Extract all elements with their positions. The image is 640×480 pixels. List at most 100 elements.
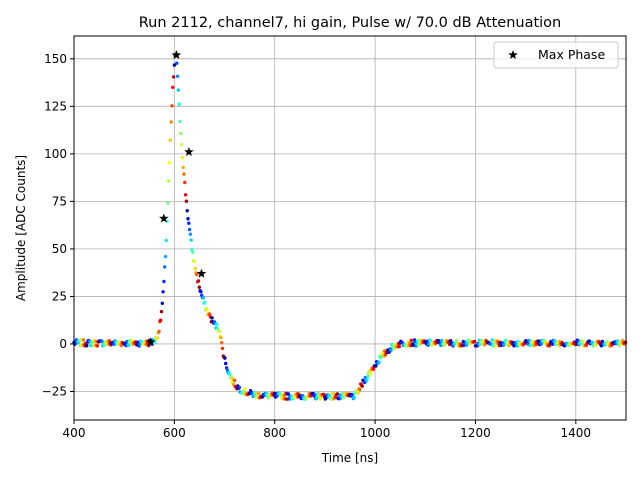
data-point <box>215 322 219 327</box>
data-point <box>195 272 199 277</box>
data-point <box>334 395 338 399</box>
data-point <box>163 265 167 269</box>
chart-title: Run 2112, channel7, hi gain, Pulse w/ 70… <box>139 15 562 31</box>
data-point <box>188 232 193 236</box>
data-point <box>201 296 205 300</box>
data-point <box>191 250 195 255</box>
data-point <box>119 343 124 348</box>
data-point <box>164 238 168 243</box>
data-point <box>190 248 194 252</box>
data-point <box>237 385 242 390</box>
data-point <box>189 238 193 242</box>
data-point <box>257 391 261 396</box>
data-point <box>157 329 161 333</box>
data-point <box>203 300 207 304</box>
data-point <box>550 342 555 346</box>
x-tick-label: 400 <box>63 426 86 440</box>
y-tick-label: 100 <box>44 147 67 161</box>
data-point <box>85 343 89 348</box>
data-point <box>507 343 511 348</box>
data-point <box>172 63 177 67</box>
data-point <box>512 344 516 348</box>
max-phase-star <box>146 337 156 347</box>
data-point <box>187 227 192 232</box>
data-point <box>368 372 372 376</box>
legend-star-marker <box>508 50 518 59</box>
data-point <box>286 392 291 396</box>
x-tick-label: 1400 <box>561 426 592 440</box>
data-point <box>360 384 364 388</box>
data-point <box>365 377 369 382</box>
data-point <box>531 340 535 344</box>
x-axis-label: Time [ns] <box>321 451 378 465</box>
data-point <box>219 336 223 340</box>
data-point <box>356 391 360 395</box>
y-tick-label: 150 <box>44 52 67 66</box>
data-point <box>342 396 346 400</box>
data-point <box>196 279 201 283</box>
data-point <box>100 339 104 344</box>
data-point <box>331 391 335 396</box>
data-point <box>178 119 182 124</box>
data-point <box>440 338 444 343</box>
data-point <box>455 338 459 342</box>
max-phase-star <box>184 147 194 156</box>
data-point <box>313 393 317 397</box>
data-point <box>352 395 356 400</box>
legend-label: Max Phase <box>538 47 605 62</box>
data-point <box>366 374 370 378</box>
data-point <box>179 143 184 147</box>
x-tick-label: 600 <box>163 426 186 440</box>
data-point <box>79 338 83 342</box>
data-point <box>374 364 378 368</box>
data-point <box>177 102 181 106</box>
data-point <box>199 290 203 294</box>
data-point <box>180 155 185 160</box>
x-axis-ticks: 400 600 800 1000 1200 1400 <box>63 420 592 440</box>
data-point <box>493 344 498 348</box>
data-point <box>169 120 173 124</box>
x-tick-label: 800 <box>263 426 286 440</box>
data-point <box>185 209 189 213</box>
data-point <box>224 361 228 366</box>
y-axis-label: Amplitude [ADC Counts] <box>14 155 28 301</box>
x-tick-label: 1000 <box>360 426 391 440</box>
y-tick-label: −25 <box>42 384 67 398</box>
data-point <box>126 343 131 347</box>
data-point <box>95 344 100 348</box>
data-point <box>591 340 595 344</box>
data-point <box>473 339 477 344</box>
max-phase-markers <box>146 50 207 347</box>
data-point <box>389 348 393 352</box>
data-point <box>167 179 171 183</box>
data-point <box>181 165 185 170</box>
data-point <box>168 138 172 142</box>
data-point <box>377 360 381 364</box>
data-point <box>392 347 397 351</box>
data-point <box>162 279 166 284</box>
plot-frame <box>73 35 627 421</box>
data-point <box>175 74 180 79</box>
data-point <box>192 259 197 263</box>
data-point <box>409 338 413 343</box>
data-point <box>243 387 247 391</box>
data-point <box>205 308 209 312</box>
legend: Max Phase <box>493 41 619 69</box>
data-point <box>220 341 224 345</box>
y-tick-label: 75 <box>52 194 67 208</box>
data-point <box>529 343 533 347</box>
data-point <box>553 339 557 343</box>
data-point <box>179 131 183 136</box>
data-point <box>228 372 232 377</box>
data-point <box>443 342 447 346</box>
data-point <box>130 338 134 343</box>
y-tick-label: 125 <box>44 99 67 113</box>
data-point <box>197 285 201 289</box>
data-point <box>232 378 237 383</box>
data-point <box>318 396 323 400</box>
data-point <box>183 193 188 197</box>
data-point <box>600 339 604 344</box>
data-point <box>170 104 174 108</box>
data-point <box>230 380 234 384</box>
